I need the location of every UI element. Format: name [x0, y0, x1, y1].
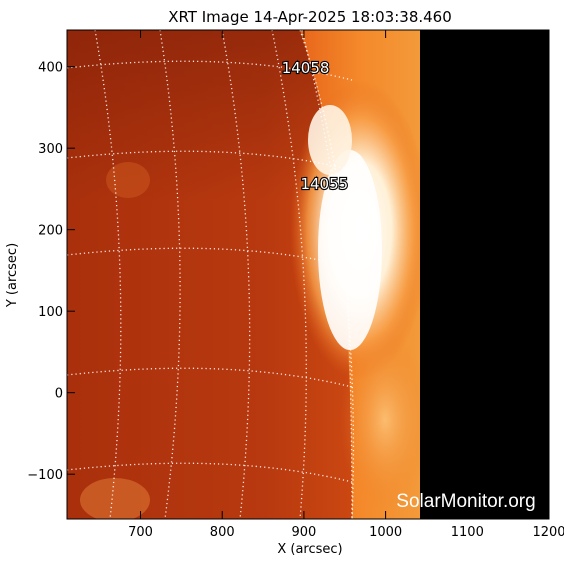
plot-frame [66, 29, 550, 520]
y-axis: −100 0 100 200 300 400 [27, 61, 549, 483]
watermark: SolarMonitor.org [396, 491, 535, 512]
region-label: 14055 [300, 175, 348, 193]
faint-loop [80, 478, 150, 519]
x-tick-label: 1200 [532, 525, 564, 540]
y-tick-label: −100 [27, 468, 63, 483]
x-tick-label: 1000 [369, 525, 402, 540]
x-axis: 700 800 900 1000 1100 1200 [128, 30, 564, 540]
y-tick-label: 0 [55, 387, 63, 402]
region-labels: 14058 14055 [281, 58, 350, 194]
solar-image [20, 30, 549, 519]
x-tick-label: 1100 [451, 525, 484, 540]
y-axis-label: Y (arcsec) [5, 243, 20, 308]
grid-longitude [94, 30, 122, 519]
y-tick-label: 300 [38, 142, 63, 157]
grid-longitude [20, 30, 49, 519]
lower-limb-glow [340, 330, 430, 510]
plot-title: XRT Image 14-Apr-2025 18:03:38.460 [168, 8, 452, 26]
active-region-core [318, 150, 382, 350]
x-axis-label: X (arcsec) [277, 542, 342, 557]
x-tick-label: 700 [128, 525, 153, 540]
y-tick-label: 200 [38, 224, 63, 239]
y-tick-label: 400 [38, 61, 63, 76]
x-tick-label: 900 [292, 525, 317, 540]
y-tick-label: 100 [38, 305, 63, 320]
no-data-region [420, 30, 549, 519]
grid-longitude [301, 30, 355, 519]
grid-longitude [271, 30, 307, 519]
heliographic-grid [20, 30, 355, 519]
grid-longitude [221, 30, 251, 519]
region-label: 14058 [282, 59, 330, 77]
faint-feature [106, 162, 150, 198]
x-tick-label: 800 [210, 525, 235, 540]
